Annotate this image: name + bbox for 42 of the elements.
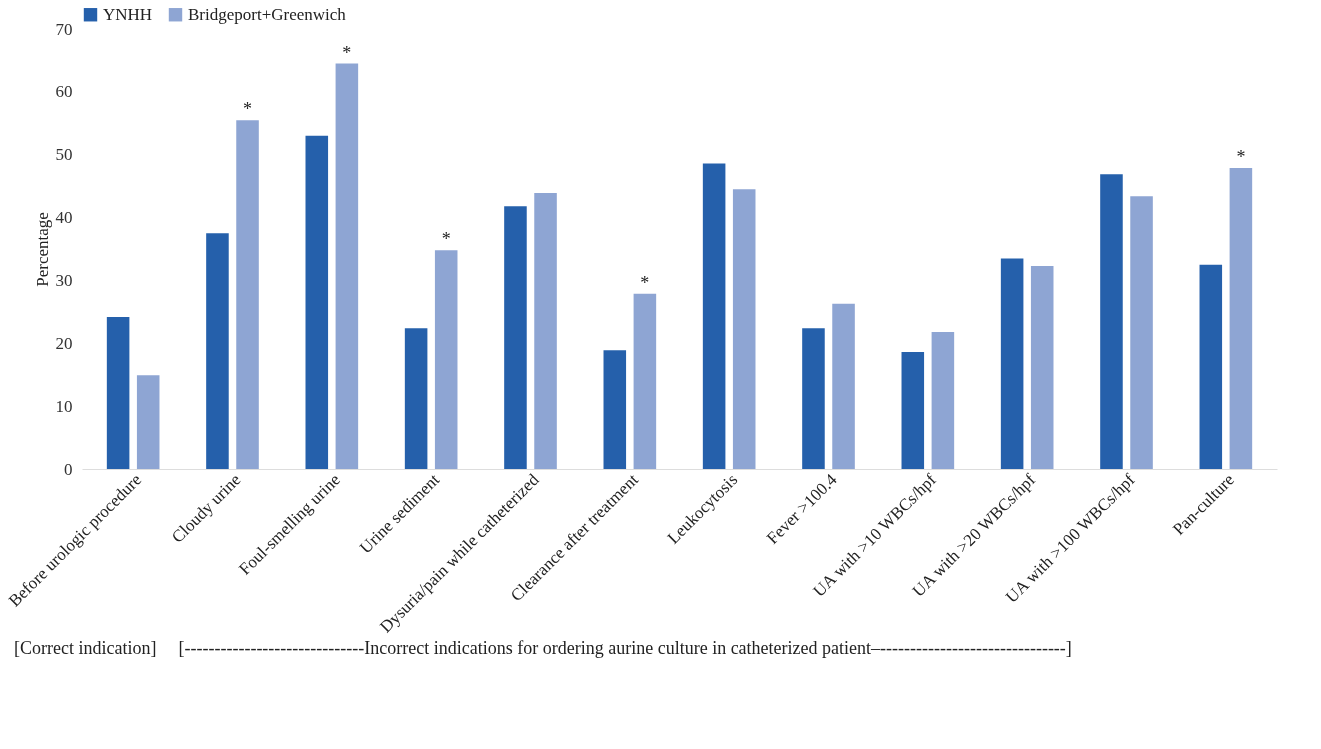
bar [106,316,130,469]
text: [Correct indication] [14,638,157,659]
y-tick-label: 70 [55,19,73,39]
bar [404,328,428,469]
y-tick-label: 60 [55,82,73,102]
bar [931,331,955,469]
bar [1130,196,1153,469]
annotation: * [441,229,451,250]
bar [206,233,229,469]
bar [1229,167,1253,469]
y-tick-label: 20 [55,333,73,353]
legend-label: Bridgeport+Greenwich [188,4,347,24]
bar [732,189,756,469]
annotation: * [640,272,650,293]
bar [534,193,557,469]
y-tick-label: 40 [55,208,73,228]
y-tick-label: 10 [55,396,73,416]
bar [305,135,329,469]
bar [832,303,855,469]
bar [1199,264,1223,469]
annotation: * [1236,146,1246,167]
annotation: * [342,42,352,63]
y-axis-title: Percentage [32,212,52,287]
legend-label: YNHH [103,4,153,24]
text: [------------------------------Incorrect indications for ordering aurine culture in catheterized patient–-------------------------------] [178,638,1072,659]
bar [633,293,657,469]
bar [236,120,259,469]
bar [504,206,527,469]
annotation: * [243,99,253,120]
bar [603,350,627,469]
bar [1000,258,1024,469]
bar [802,328,825,469]
y-tick-label: 0 [64,459,73,479]
bar [901,352,925,469]
bar [702,163,726,469]
y-tick-label: 50 [55,145,73,165]
bar [434,250,458,469]
bar [1100,174,1123,469]
y-tick-label: 30 [55,270,73,290]
bar [335,63,359,469]
bar [136,375,160,469]
bar [1030,265,1054,469]
